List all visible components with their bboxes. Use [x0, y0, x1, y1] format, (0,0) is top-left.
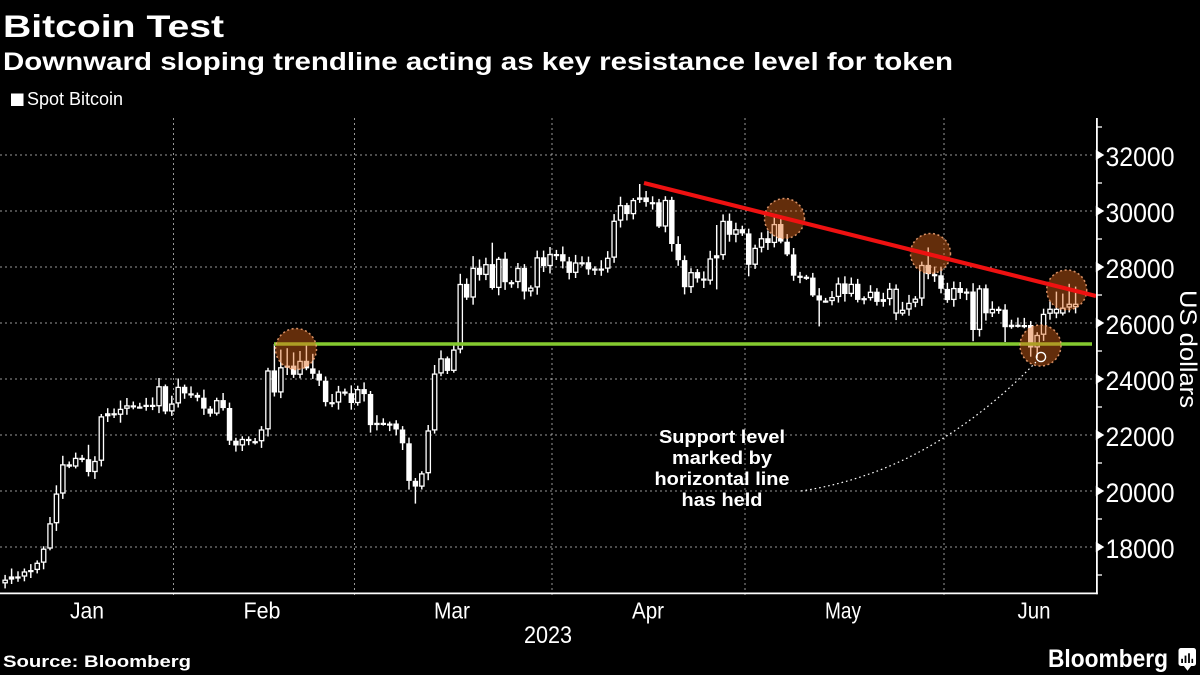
svg-text:20000: 20000 [1106, 478, 1175, 508]
svg-text:Bitcoin Test: Bitcoin Test [3, 8, 225, 44]
svg-text:22000: 22000 [1106, 422, 1175, 452]
svg-text:32000: 32000 [1106, 142, 1175, 172]
svg-text:Jun: Jun [1018, 598, 1051, 624]
svg-text:marked by: marked by [672, 447, 773, 468]
svg-text:26000: 26000 [1106, 310, 1175, 340]
svg-text:has held: has held [682, 489, 763, 510]
svg-text:24000: 24000 [1106, 366, 1175, 396]
svg-text:Source: Bloomberg: Source: Bloomberg [3, 653, 191, 671]
svg-text:US dollars: US dollars [1174, 290, 1200, 408]
svg-text:Spot Bitcoin: Spot Bitcoin [27, 89, 123, 109]
svg-text:Apr: Apr [632, 598, 664, 624]
svg-text:horizontal line: horizontal line [655, 468, 790, 489]
svg-text:2023: 2023 [524, 622, 572, 649]
svg-text:Jan: Jan [70, 598, 104, 624]
svg-text:Downward sloping trendline act: Downward sloping trendline acting as key… [3, 48, 953, 76]
svg-text:Bloomberg: Bloomberg [1048, 645, 1168, 673]
svg-text:30000: 30000 [1106, 198, 1175, 228]
svg-text:18000: 18000 [1106, 534, 1175, 564]
svg-text:Support level: Support level [659, 426, 785, 447]
svg-text:Feb: Feb [244, 598, 281, 624]
svg-text:28000: 28000 [1106, 254, 1175, 284]
svg-text:May: May [825, 598, 861, 624]
svg-text:Mar: Mar [434, 598, 470, 624]
